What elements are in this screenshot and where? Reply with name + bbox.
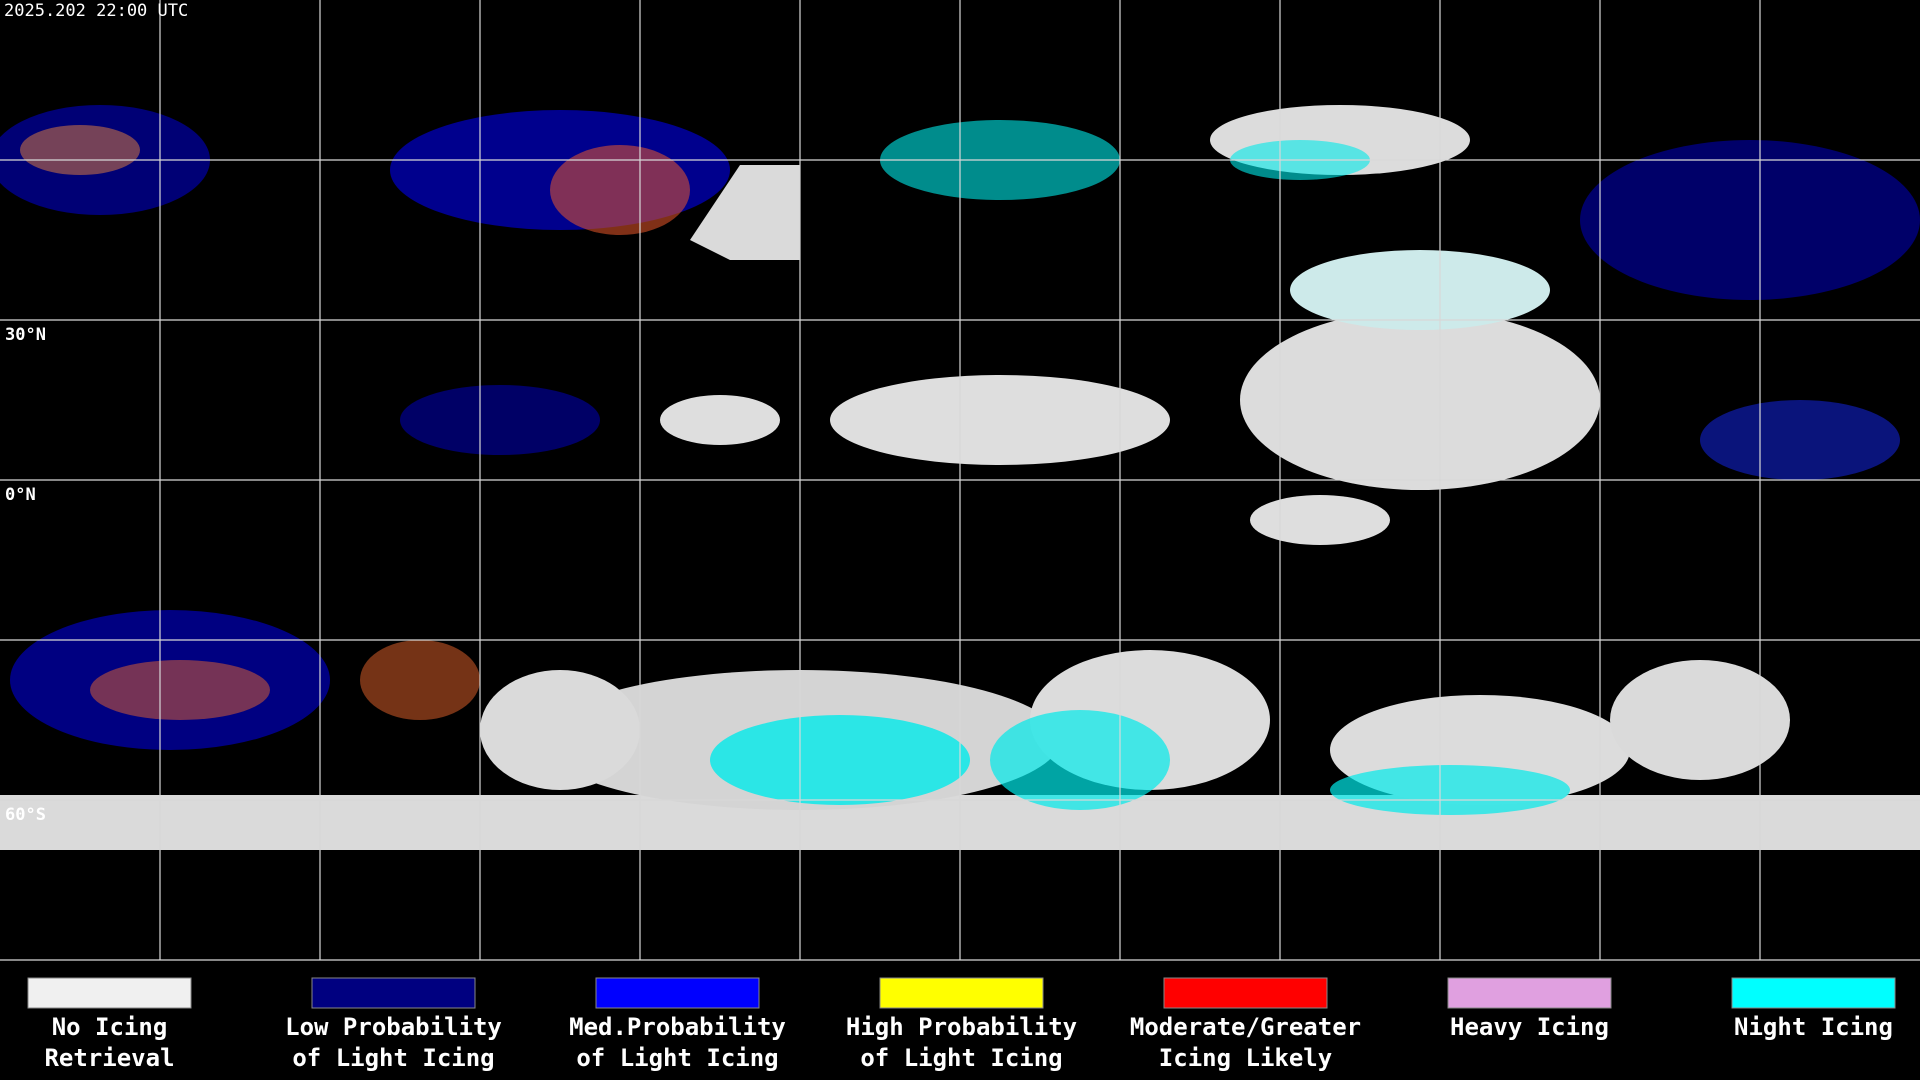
legend-label: of Light Icing — [860, 1044, 1062, 1072]
legend-label: Heavy Icing — [1450, 1013, 1609, 1041]
legend-label: High Probability — [846, 1013, 1077, 1041]
timestamp: 2025.202 22:00 UTC — [4, 1, 188, 21]
legend-swatch — [1731, 977, 1896, 1009]
legend-label: No Icing — [52, 1013, 168, 1041]
legend-label: Night Icing — [1734, 1013, 1893, 1041]
legend-swatch — [1447, 977, 1612, 1009]
legend-swatch — [1163, 977, 1328, 1009]
latitude-label: 30°N — [5, 325, 46, 345]
legend-label: Retrieval — [44, 1044, 174, 1072]
legend-label: of Light Icing — [576, 1044, 778, 1072]
latitude-label: 0°N — [5, 485, 36, 505]
legend: No Icing Retrieval Low Probability of Light… — [27, 977, 1896, 1072]
legend-label: of Light Icing — [292, 1044, 494, 1072]
legend-swatch — [311, 977, 476, 1009]
legend-swatch — [595, 977, 760, 1009]
latitude-label: 60°S — [5, 805, 46, 825]
graticule — [0, 0, 1920, 961]
legend-label: Moderate/Greater — [1130, 1013, 1361, 1041]
legend-swatch — [27, 977, 192, 1009]
legend-label: Low Probability — [285, 1013, 502, 1041]
legend-label: Med.Probability — [569, 1013, 786, 1041]
legend-swatch — [879, 977, 1044, 1009]
legend-label: Icing Likely — [1159, 1044, 1332, 1072]
